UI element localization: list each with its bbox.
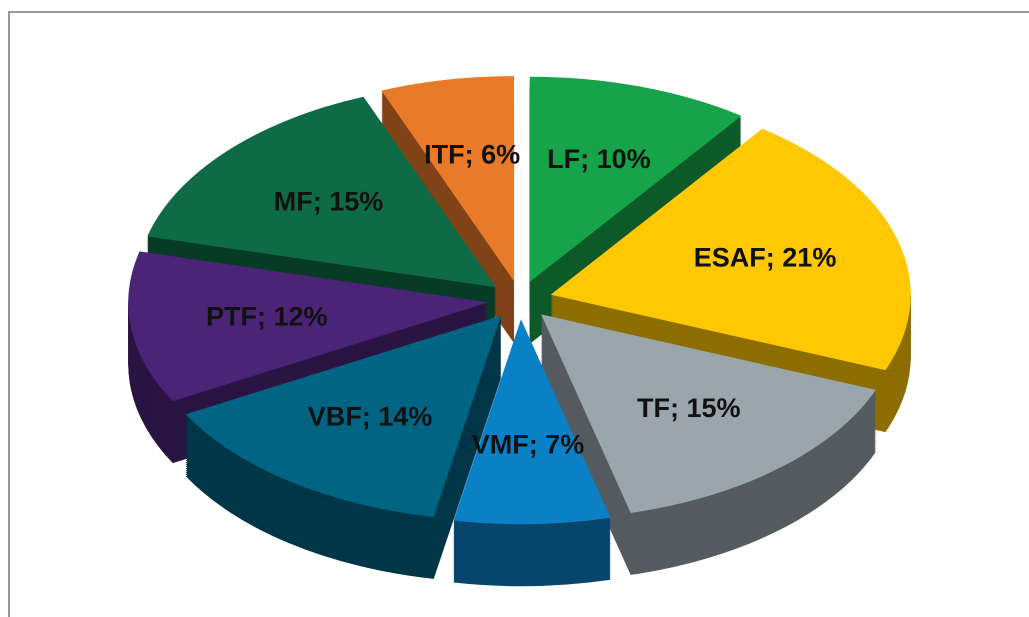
data-label: VBF; 14% <box>308 401 433 431</box>
data-label: ESAF; 21% <box>694 242 837 272</box>
data-label: VMF; 7% <box>472 429 585 459</box>
slice <box>550 128 911 371</box>
slice <box>453 319 611 525</box>
data-label: PTF; 12% <box>206 301 328 331</box>
slice <box>128 251 489 402</box>
slice <box>529 76 742 282</box>
chart-frame <box>8 11 1029 617</box>
slice <box>147 96 496 288</box>
slice <box>381 76 515 282</box>
data-label: TF; 15% <box>637 393 741 423</box>
slice <box>185 315 502 517</box>
data-label: MF; 15% <box>274 186 384 216</box>
slice <box>541 314 876 513</box>
data-label: ITF; 6% <box>424 139 520 169</box>
data-label: LF; 10% <box>547 144 651 174</box>
